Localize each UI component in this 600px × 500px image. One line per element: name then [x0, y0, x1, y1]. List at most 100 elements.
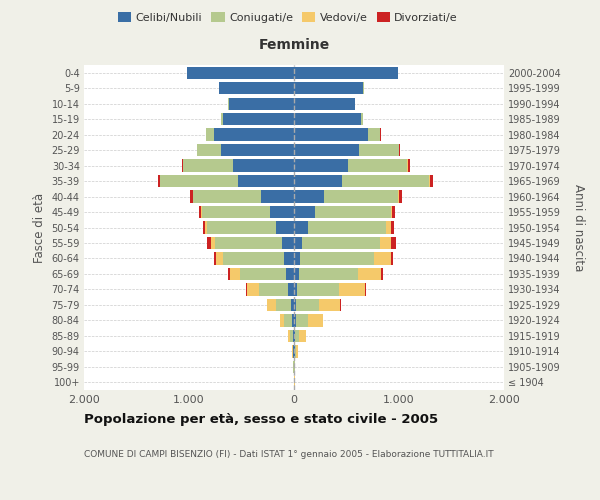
Bar	[292, 298, 294, 311]
Bar	[386, 222, 391, 234]
Bar	[270, 206, 294, 218]
Bar	[292, 314, 294, 326]
Bar	[294, 82, 364, 94]
Bar	[241, 268, 286, 280]
Bar	[430, 175, 433, 188]
Bar	[202, 206, 270, 218]
Bar	[238, 175, 294, 188]
Bar	[315, 206, 391, 218]
Bar	[358, 268, 381, 280]
Bar	[359, 144, 399, 156]
Bar	[182, 160, 233, 172]
Bar	[391, 222, 394, 234]
Bar	[280, 314, 284, 326]
Bar	[294, 160, 347, 172]
Bar	[294, 144, 359, 156]
Bar	[247, 283, 259, 296]
Bar	[381, 268, 383, 280]
Bar	[296, 298, 319, 311]
Bar	[398, 190, 399, 202]
Bar	[229, 268, 230, 280]
Bar	[286, 268, 294, 280]
Bar	[391, 237, 396, 249]
Bar	[374, 252, 391, 264]
Bar	[294, 330, 295, 342]
Bar	[294, 252, 301, 264]
Bar	[215, 237, 283, 249]
Bar	[284, 314, 292, 326]
Bar	[206, 128, 214, 141]
Bar	[380, 237, 391, 249]
Bar	[197, 144, 221, 156]
Bar	[211, 237, 215, 249]
Bar	[308, 314, 323, 326]
Bar	[294, 268, 299, 280]
Bar	[229, 98, 294, 110]
Bar	[302, 237, 380, 249]
Bar	[294, 206, 315, 218]
Bar	[223, 252, 284, 264]
Bar	[297, 283, 339, 296]
Text: COMUNE DI CAMPI BISENZIO (FI) - Dati ISTAT 1° gennaio 2005 - Elaborazione TUTTIT: COMUNE DI CAMPI BISENZIO (FI) - Dati IST…	[84, 450, 494, 459]
Bar	[288, 330, 290, 342]
Bar	[246, 283, 247, 296]
Bar	[221, 113, 223, 126]
Bar	[294, 237, 302, 249]
Bar	[233, 160, 294, 172]
Bar	[294, 222, 308, 234]
Bar	[295, 345, 296, 358]
Bar	[294, 190, 325, 202]
Bar	[392, 206, 395, 218]
Bar	[294, 98, 355, 110]
Bar	[294, 66, 398, 79]
Bar	[276, 222, 294, 234]
Bar	[160, 175, 238, 188]
Bar	[214, 252, 217, 264]
Bar	[342, 175, 430, 188]
Bar	[361, 113, 364, 126]
Legend: Celibi/Nubili, Coniugati/e, Vedovi/e, Divorziati/e: Celibi/Nubili, Coniugati/e, Vedovi/e, Di…	[113, 8, 463, 28]
Bar	[207, 237, 211, 249]
Y-axis label: Fasce di età: Fasce di età	[33, 192, 46, 262]
Bar	[230, 268, 241, 280]
Bar	[319, 298, 340, 311]
Bar	[221, 144, 294, 156]
Bar	[391, 206, 392, 218]
Bar	[190, 190, 193, 202]
Bar	[193, 190, 262, 202]
Bar	[207, 222, 276, 234]
Bar	[296, 314, 308, 326]
Bar	[288, 283, 294, 296]
Bar	[301, 252, 374, 264]
Bar	[294, 283, 297, 296]
Bar	[267, 298, 275, 311]
Bar	[294, 113, 361, 126]
Bar	[347, 160, 407, 172]
Bar	[308, 222, 386, 234]
Bar	[199, 206, 201, 218]
Bar	[294, 298, 296, 311]
Bar	[294, 175, 342, 188]
Bar	[275, 298, 292, 311]
Y-axis label: Anni di nascita: Anni di nascita	[572, 184, 585, 271]
Bar	[295, 330, 299, 342]
Bar	[290, 330, 293, 342]
Bar	[217, 252, 223, 264]
Bar	[203, 222, 205, 234]
Bar	[294, 128, 367, 141]
Bar	[365, 283, 367, 296]
Bar	[296, 345, 298, 358]
Bar	[223, 113, 294, 126]
Text: Popolazione per età, sesso e stato civile - 2005: Popolazione per età, sesso e stato civil…	[84, 412, 438, 426]
Bar	[299, 268, 358, 280]
Bar	[259, 283, 288, 296]
Bar	[284, 252, 294, 264]
Bar	[214, 128, 294, 141]
Bar	[262, 190, 294, 202]
Bar	[220, 82, 294, 94]
Bar	[408, 160, 410, 172]
Bar	[299, 330, 305, 342]
Bar	[205, 222, 207, 234]
Bar	[391, 252, 393, 264]
Bar	[325, 190, 398, 202]
